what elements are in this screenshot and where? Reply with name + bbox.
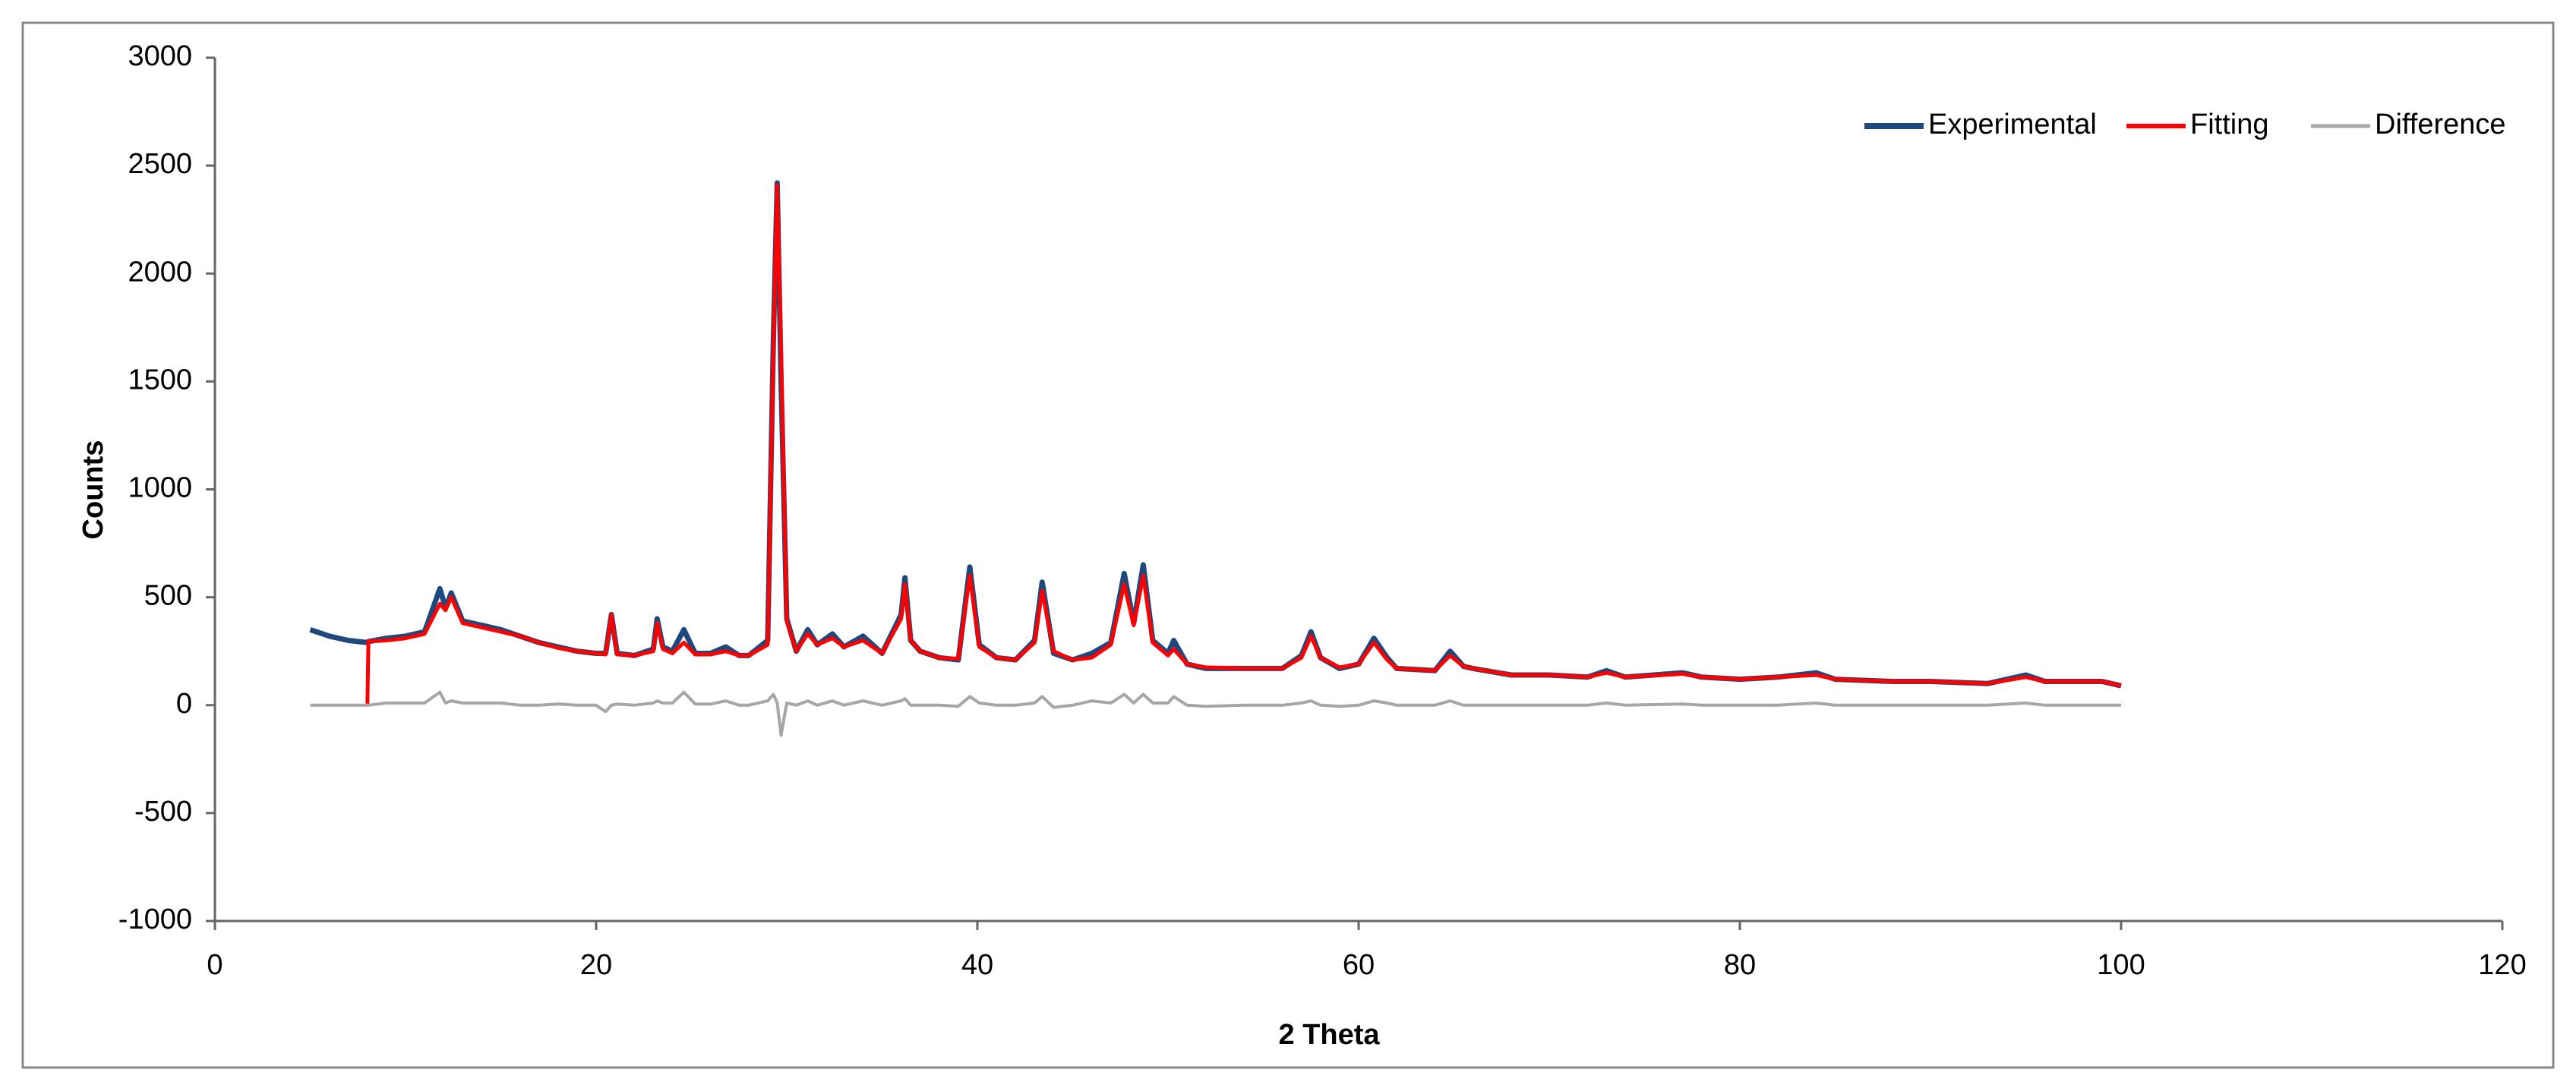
y-tick-label: -1000 [118, 904, 192, 935]
y-axis-title: Counts [77, 440, 109, 540]
chart-frame [21, 21, 2555, 1069]
y-tick-label: 1000 [128, 472, 192, 504]
legend-label: Fitting [2190, 109, 2268, 140]
y-tick-label: -500 [134, 796, 192, 828]
series-line [310, 690, 2121, 737]
x-tick-label: 40 [961, 949, 993, 981]
y-tick-label: 2500 [128, 148, 192, 180]
legend-label: Experimental [1928, 109, 2097, 140]
legend-label: Difference [2375, 109, 2506, 140]
y-tick-label: 500 [144, 580, 192, 612]
x-tick-label: 100 [2097, 949, 2145, 981]
x-tick-label: 20 [580, 949, 612, 981]
x-tick-label: 80 [1724, 949, 1756, 981]
x-axis-title: 2 Theta [1278, 1019, 1380, 1051]
x-tick-label: 120 [2478, 949, 2526, 981]
y-tick-label: 0 [176, 688, 192, 720]
x-tick-label: 0 [207, 949, 223, 981]
y-tick-label: 2000 [128, 256, 192, 288]
x-tick-label: 60 [1343, 949, 1375, 981]
series-line [365, 183, 2122, 705]
y-tick-label: 3000 [128, 40, 192, 72]
y-tick-label: 1500 [128, 364, 192, 396]
